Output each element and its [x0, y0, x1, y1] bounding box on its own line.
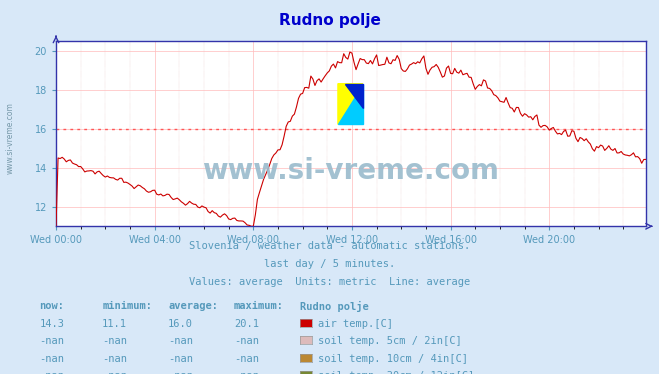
Text: -nan: -nan [168, 354, 193, 364]
Text: last day / 5 minutes.: last day / 5 minutes. [264, 259, 395, 269]
Text: 20.1: 20.1 [234, 319, 259, 329]
Text: www.si-vreme.com: www.si-vreme.com [5, 102, 14, 174]
Text: average:: average: [168, 301, 218, 311]
Text: -nan: -nan [102, 371, 127, 374]
Polygon shape [345, 84, 362, 108]
Text: soil temp. 10cm / 4in[C]: soil temp. 10cm / 4in[C] [318, 354, 469, 364]
Text: -nan: -nan [234, 371, 259, 374]
Text: 16.0: 16.0 [168, 319, 193, 329]
Text: -nan: -nan [102, 354, 127, 364]
Text: Values: average  Units: metric  Line: average: Values: average Units: metric Line: aver… [189, 277, 470, 287]
Text: -nan: -nan [40, 371, 65, 374]
Text: -nan: -nan [102, 336, 127, 346]
Text: -nan: -nan [168, 336, 193, 346]
Text: Rudno polje: Rudno polje [279, 13, 380, 28]
Text: -nan: -nan [40, 354, 65, 364]
Text: Rudno polje: Rudno polje [300, 301, 368, 312]
Text: minimum:: minimum: [102, 301, 152, 311]
Text: Slovenia / weather data - automatic stations.: Slovenia / weather data - automatic stat… [189, 241, 470, 251]
Text: air temp.[C]: air temp.[C] [318, 319, 393, 329]
Text: maximum:: maximum: [234, 301, 284, 311]
Text: -nan: -nan [234, 354, 259, 364]
Text: soil temp. 5cm / 2in[C]: soil temp. 5cm / 2in[C] [318, 336, 462, 346]
Text: 11.1: 11.1 [102, 319, 127, 329]
Text: 14.3: 14.3 [40, 319, 65, 329]
Text: -nan: -nan [234, 336, 259, 346]
Text: www.si-vreme.com: www.si-vreme.com [202, 157, 500, 185]
Text: -nan: -nan [168, 371, 193, 374]
Polygon shape [338, 84, 362, 125]
Text: -nan: -nan [40, 336, 65, 346]
Text: soil temp. 30cm / 12in[C]: soil temp. 30cm / 12in[C] [318, 371, 474, 374]
Polygon shape [338, 84, 362, 125]
Text: now:: now: [40, 301, 65, 311]
